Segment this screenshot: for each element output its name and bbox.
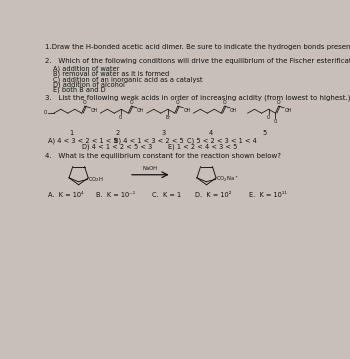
Text: A.  K = 10⁴: A. K = 10⁴ xyxy=(48,192,83,198)
Text: E) 1 < 2 < 4 < 3 < 5: E) 1 < 2 < 4 < 3 < 5 xyxy=(168,144,237,150)
Text: OH: OH xyxy=(137,108,144,113)
Text: B) 4 < 1 < 3 < 2 < 5: B) 4 < 1 < 3 < 2 < 5 xyxy=(113,138,183,144)
Text: O: O xyxy=(176,100,180,105)
Text: E) both B and D: E) both B and D xyxy=(53,87,106,93)
Text: 5: 5 xyxy=(262,130,267,136)
Text: Br: Br xyxy=(165,115,170,120)
Text: O: O xyxy=(223,100,226,105)
Text: Cl: Cl xyxy=(43,110,48,115)
Text: NaOH: NaOH xyxy=(143,166,158,171)
Text: C.  K = 1: C. K = 1 xyxy=(152,192,181,198)
Text: OH: OH xyxy=(230,108,237,113)
Text: 2: 2 xyxy=(115,130,119,136)
Text: OH: OH xyxy=(285,108,292,113)
Text: B) removal of water as it is formed: B) removal of water as it is formed xyxy=(53,71,169,77)
Text: OH: OH xyxy=(91,108,98,113)
Text: Cl: Cl xyxy=(119,115,124,120)
Text: D.  K = 10²: D. K = 10² xyxy=(195,192,231,198)
Text: 4.   What is the equilibrium constant for the reaction shown below?: 4. What is the equilibrium constant for … xyxy=(45,153,281,159)
Text: 4: 4 xyxy=(208,130,212,136)
Text: $\mathregular{CO_2Na^+}$: $\mathregular{CO_2Na^+}$ xyxy=(216,174,239,184)
Text: O: O xyxy=(277,100,280,105)
Text: 3: 3 xyxy=(162,130,166,136)
Text: Cl: Cl xyxy=(273,118,278,123)
Text: 1.Draw the H-bonded acetic acid dimer. Be sure to indicate the hydrogen bonds pr: 1.Draw the H-bonded acetic acid dimer. B… xyxy=(45,44,350,50)
Text: $\mathregular{CO_2H}$: $\mathregular{CO_2H}$ xyxy=(89,175,104,184)
Text: Cl: Cl xyxy=(266,115,271,120)
Text: D) addition of alcohol: D) addition of alcohol xyxy=(53,81,125,88)
Text: 2.   Which of the following conditions will drive the equilibrium of the Fischer: 2. Which of the following conditions wil… xyxy=(45,58,350,64)
Text: OH: OH xyxy=(184,108,191,113)
Text: D) 4 < 1 < 2 < 5 < 3: D) 4 < 1 < 2 < 5 < 3 xyxy=(83,144,153,150)
Text: A) 4 < 3 < 2 < 1 < 5: A) 4 < 3 < 2 < 1 < 5 xyxy=(48,138,118,144)
Text: O: O xyxy=(130,100,133,105)
Text: B.  K = 10⁻¹: B. K = 10⁻¹ xyxy=(97,192,136,198)
Text: A) addition of water: A) addition of water xyxy=(53,65,119,72)
Text: 1: 1 xyxy=(69,130,73,136)
Text: E.  K = 10¹¹: E. K = 10¹¹ xyxy=(249,192,287,198)
Text: C) 5 < 2 < 3 < 1 < 4: C) 5 < 2 < 3 < 1 < 4 xyxy=(187,138,257,144)
Text: 3.   List the following weak acids in order of increasing acidity (from lowest t: 3. List the following weak acids in orde… xyxy=(45,95,350,101)
Text: O: O xyxy=(83,100,87,105)
Text: C) addition of an inorganic acid as a catalyst: C) addition of an inorganic acid as a ca… xyxy=(53,76,203,83)
